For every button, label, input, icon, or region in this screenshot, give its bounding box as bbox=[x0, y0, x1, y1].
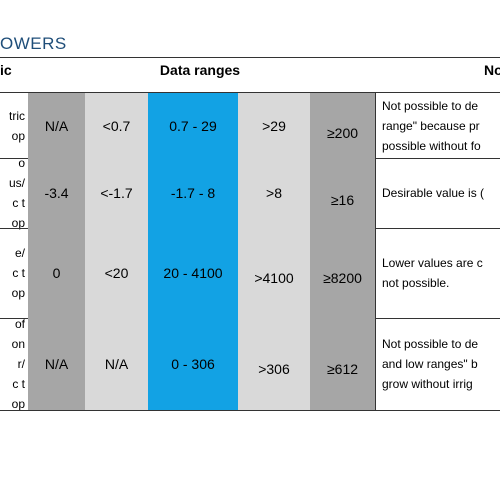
row-notes: Desirable value is ( bbox=[375, 158, 500, 228]
stub-line: c t bbox=[12, 377, 25, 391]
row-notes: Not possible to de range" because pr possi… bbox=[375, 93, 500, 158]
note-line: not possible. bbox=[382, 276, 450, 290]
range-cell: >29 bbox=[238, 93, 310, 158]
stub-line: of bbox=[14, 317, 25, 331]
range-cell: -3.4 bbox=[28, 158, 85, 228]
range-cell: 0 bbox=[28, 228, 85, 318]
stub-line: op bbox=[11, 397, 25, 411]
header-ranges: Data ranges bbox=[159, 62, 241, 78]
row-stub: o us/c t op bbox=[0, 156, 28, 230]
stub-line: tric bbox=[9, 108, 25, 123]
stub-line: o bbox=[18, 156, 25, 170]
note-line: possible without fo bbox=[382, 138, 481, 153]
range-cell: ≥612 bbox=[310, 318, 375, 410]
stub-line: op bbox=[11, 128, 25, 143]
stub-line: us/ bbox=[8, 176, 25, 190]
range-cell: >8 bbox=[238, 158, 310, 228]
note-line: range" because pr bbox=[382, 118, 480, 133]
divider bbox=[375, 93, 376, 410]
title: OWERS bbox=[0, 34, 67, 53]
row-stub: e/c t op bbox=[0, 228, 28, 318]
range-cell: ≥8200 bbox=[310, 228, 375, 318]
stub-line: on bbox=[11, 337, 25, 351]
rule bbox=[0, 57, 500, 58]
range-cell: <-1.7 bbox=[85, 158, 148, 228]
stub-line: r/ bbox=[17, 357, 25, 371]
range-cell: ≥16 bbox=[310, 158, 375, 228]
range-cell: <20 bbox=[85, 228, 148, 318]
row-notes: Not possible to de and low ranges" b grow … bbox=[375, 318, 500, 410]
stub-line: c t bbox=[12, 266, 25, 280]
note-line: and low ranges" b bbox=[382, 357, 478, 371]
stub-line: op bbox=[11, 286, 25, 300]
row-stub: of on r/c t op bbox=[0, 317, 28, 411]
row-stub: tric op bbox=[0, 93, 28, 158]
stub-line: op bbox=[11, 216, 25, 230]
note-line: Lower values are c bbox=[382, 256, 483, 270]
row-notes: Lower values are c not possible. bbox=[375, 228, 500, 318]
range-cell: -1.7 - 8 bbox=[148, 158, 238, 228]
range-cell: <0.7 bbox=[85, 93, 148, 158]
stub-line: c t bbox=[12, 196, 25, 210]
stub-line: e/ bbox=[14, 246, 25, 260]
row-rule bbox=[0, 410, 500, 411]
range-cell: >4100 bbox=[238, 228, 310, 318]
header-notes: No bbox=[484, 62, 500, 78]
range-cell: N/A bbox=[85, 318, 148, 410]
range-cell: >306 bbox=[238, 318, 310, 410]
rule bbox=[0, 92, 500, 93]
range-cell: N/A bbox=[28, 318, 85, 410]
range-cell: ≥200 bbox=[310, 93, 375, 158]
note-line: Desirable value is ( bbox=[382, 186, 485, 200]
note-line: grow without irrig bbox=[382, 377, 473, 391]
range-cell: N/A bbox=[28, 93, 85, 158]
note-line: Not possible to de bbox=[382, 337, 479, 351]
range-cell: 0 - 306 bbox=[148, 318, 238, 410]
range-cell: 0.7 - 29 bbox=[148, 93, 238, 158]
header-stub: ic bbox=[0, 62, 12, 78]
note-line: Not possible to de bbox=[382, 98, 479, 113]
range-cell: 20 - 4100 bbox=[148, 228, 238, 318]
